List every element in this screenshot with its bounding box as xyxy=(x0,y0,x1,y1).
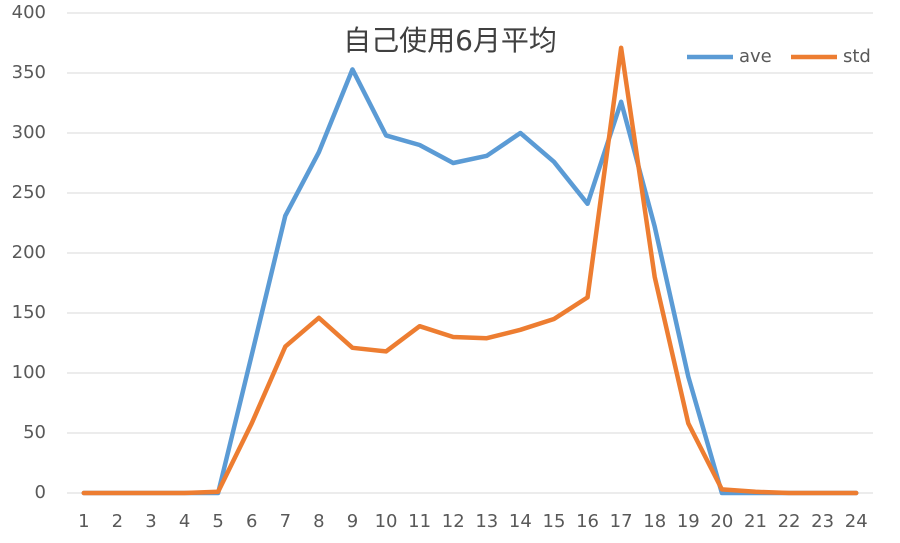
x-tick-label: 4 xyxy=(179,511,190,532)
x-tick-label: 10 xyxy=(375,511,398,532)
x-tick-label: 11 xyxy=(408,511,431,532)
x-tick-label: 2 xyxy=(112,511,123,532)
x-tick-label: 24 xyxy=(845,511,868,532)
y-tick-label: 400 xyxy=(12,2,46,23)
y-tick-label: 250 xyxy=(12,182,46,203)
x-tick-label: 9 xyxy=(347,511,358,532)
y-tick-label: 100 xyxy=(12,362,46,383)
x-tick-label: 22 xyxy=(778,511,801,532)
chart-title: 自己使用6月平均 xyxy=(343,24,557,57)
x-tick-label: 5 xyxy=(212,511,223,532)
x-tick-label: 23 xyxy=(811,511,834,532)
y-tick-label: 150 xyxy=(12,302,46,323)
x-tick-label: 17 xyxy=(610,511,633,532)
y-tick-label: 350 xyxy=(12,62,46,83)
x-tick-label: 7 xyxy=(280,511,291,532)
y-tick-label: 50 xyxy=(23,422,46,443)
x-tick-label: 19 xyxy=(677,511,700,532)
y-tick-label: 0 xyxy=(35,482,46,503)
x-tick-label: 21 xyxy=(744,511,767,532)
x-tick-label: 14 xyxy=(509,511,532,532)
x-tick-label: 8 xyxy=(313,511,324,532)
x-tick-label: 20 xyxy=(710,511,733,532)
legend-label: ave xyxy=(739,46,772,67)
x-tick-label: 1 xyxy=(78,511,89,532)
x-tick-label: 13 xyxy=(475,511,498,532)
x-tick-label: 16 xyxy=(576,511,599,532)
legend-label: std xyxy=(843,46,871,67)
x-tick-label: 6 xyxy=(246,511,257,532)
x-tick-label: 3 xyxy=(145,511,156,532)
series-line xyxy=(81,45,859,496)
x-tick-label: 12 xyxy=(442,511,465,532)
y-tick-label: 300 xyxy=(12,122,46,143)
x-tick-label: 15 xyxy=(543,511,566,532)
x-tick-label: 18 xyxy=(643,511,666,532)
y-tick-label: 200 xyxy=(12,242,46,263)
